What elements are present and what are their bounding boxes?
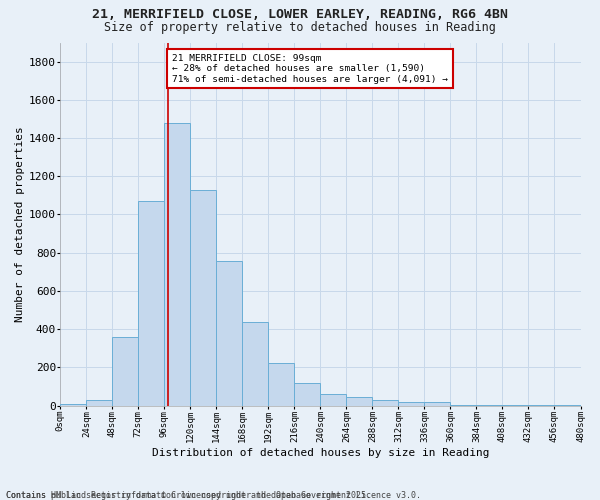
Bar [424, 402, 451, 406]
Bar [398, 402, 424, 406]
Bar [320, 394, 346, 406]
Bar [268, 362, 295, 406]
Bar [217, 262, 242, 406]
X-axis label: Distribution of detached houses by size in Reading: Distribution of detached houses by size … [152, 448, 489, 458]
Bar [451, 404, 476, 406]
Bar [476, 405, 502, 406]
Bar [373, 400, 398, 406]
Text: 21 MERRIFIELD CLOSE: 99sqm
← 28% of detached houses are smaller (1,590)
71% of s: 21 MERRIFIELD CLOSE: 99sqm ← 28% of deta… [172, 54, 448, 84]
Y-axis label: Number of detached properties: Number of detached properties [15, 126, 25, 322]
Text: 21, MERRIFIELD CLOSE, LOWER EARLEY, READING, RG6 4BN: 21, MERRIFIELD CLOSE, LOWER EARLEY, READ… [92, 8, 508, 20]
Bar [346, 397, 373, 406]
Bar [190, 190, 217, 406]
Text: Contains public sector information licensed under the Open Government Licence v3: Contains public sector information licen… [6, 480, 421, 500]
Text: Size of property relative to detached houses in Reading: Size of property relative to detached ho… [104, 21, 496, 34]
Bar [112, 336, 139, 406]
Bar [242, 322, 268, 406]
Bar [139, 201, 164, 406]
Bar [61, 404, 86, 406]
Text: Contains HM Land Registry data © Crown copyright and database right 2025.: Contains HM Land Registry data © Crown c… [6, 490, 371, 500]
Bar [86, 400, 112, 406]
Bar [295, 382, 320, 406]
Bar [164, 122, 190, 406]
